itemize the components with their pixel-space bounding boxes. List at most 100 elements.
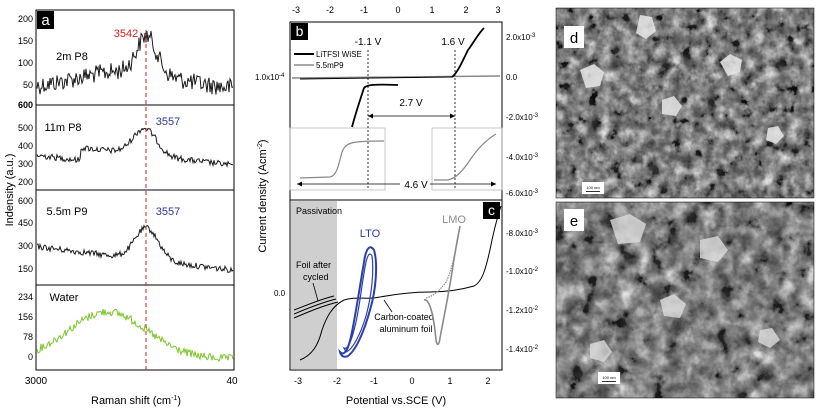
- label-carbon-line1: Carbon-coated: [374, 312, 434, 322]
- lto-cv-loop: [338, 246, 378, 358]
- x-tick: -3: [294, 376, 302, 386]
- scale-bar-label-e: 100 nm: [602, 375, 616, 380]
- y-tick: 156: [18, 312, 33, 322]
- sem-particle: [758, 328, 780, 348]
- panel-a-letter: a: [41, 12, 50, 29]
- y-tick: 150: [18, 36, 33, 46]
- label-lto: LTO: [360, 228, 381, 240]
- right-tick-exp: -2: [533, 345, 539, 351]
- y-tick: 450: [18, 218, 33, 228]
- subplot-label-2m-p8: 2m P8: [56, 51, 88, 63]
- foil-cycled-curve: [293, 298, 337, 315]
- top-tick: -1: [360, 5, 368, 15]
- passivation-region: [291, 201, 337, 369]
- right-tick-text: -1.2x10: [506, 306, 533, 315]
- right-tick: -1.0x10-2: [506, 267, 539, 276]
- y-tick: 600: [18, 196, 33, 206]
- spectrum-water: [36, 308, 234, 363]
- right-tick-text: -8.0x10: [506, 229, 533, 238]
- top-tick: 0: [395, 5, 400, 15]
- peak-label-2m-p8: 3542: [114, 28, 138, 40]
- spectrum-2m-p8: [36, 31, 234, 95]
- top-tick: 2: [463, 5, 468, 15]
- panel-e-letter: e: [570, 213, 578, 230]
- sem-particle: [636, 15, 656, 39]
- right-tick: -1.2x10-2: [506, 306, 539, 315]
- right-tick-exp: -3: [533, 229, 539, 235]
- panel-c-x-ticks: -3 -2 -1 0 1 2: [294, 376, 491, 386]
- label-passivation: Passivation: [296, 206, 342, 216]
- subplot-label-11m-p8: 11m P8: [44, 122, 81, 134]
- y-tick: 78: [23, 332, 33, 342]
- x-tick: 40: [226, 376, 238, 387]
- y-label-sup: -2: [257, 143, 264, 149]
- sem-e-frame: [555, 201, 815, 399]
- carbon-pointer: [383, 299, 393, 313]
- legend-label-5.5mp9: 5.5mP9: [316, 61, 344, 70]
- right-tick-exp: -3: [530, 33, 536, 39]
- x-tick: 2: [485, 376, 490, 386]
- sem-e-particles: [590, 214, 780, 362]
- right-tick-text: -4.0x10: [506, 153, 533, 162]
- lto-cv-loop: [342, 253, 374, 353]
- right-tick-exp: -3: [533, 153, 539, 159]
- panel-b-top-ticks: -3 -2 -1 0 1 2 3: [292, 5, 501, 15]
- y-tick: 50: [23, 80, 33, 90]
- panel-b-letter-box: [291, 23, 308, 40]
- scale-bar-box-d: [582, 182, 604, 194]
- foil-pointer: [312, 282, 319, 302]
- scale-bar-label-d: 100 nm: [586, 185, 600, 190]
- y-ticks-water: 234 156 78 0: [18, 292, 33, 362]
- panel-a-y-axis-label: Indensity (a.u.): [4, 154, 16, 227]
- carbon-foil-curve: [299, 205, 502, 361]
- right-tick-exp: -2: [533, 306, 539, 312]
- panel-bc-voltammetry: b c -3 -2 -1 0 1 2 3 2.0x10-3 0.0 -2.0x1…: [255, 5, 539, 407]
- legend-label-wise: LiTFSI WiSE: [316, 50, 362, 59]
- top-tick: -3: [292, 5, 300, 15]
- panel-a-x-axis-label: Raman shift (cm-1): [91, 395, 181, 407]
- left-tick-text: 1.0x10: [255, 73, 280, 82]
- y-tick: 400: [18, 141, 33, 151]
- inset-box-right: [431, 127, 503, 191]
- baseline-wise: [299, 76, 453, 80]
- panel-c-x-axis-label: Potential vs.SCE (V): [346, 395, 446, 407]
- sem-particle: [720, 54, 742, 76]
- panel-c-letter-box: [483, 202, 500, 219]
- right-tick: -6.0x10-3: [506, 189, 539, 198]
- annotation-window-c: 4.6 V: [404, 180, 428, 191]
- sem-particle: [580, 64, 604, 88]
- right-tick-exp: -3: [533, 189, 539, 195]
- sem-particle: [700, 236, 728, 262]
- right-tick: 2.0x10-3: [506, 33, 536, 42]
- baseline-5.5mp9: [291, 75, 501, 79]
- right-tick: 0.0: [506, 73, 518, 82]
- panel-a-raman: a 2m P8 11m P8 5.5m P9 Water 3542 3557 3…: [4, 9, 238, 407]
- right-tick: -2.0x10-3: [506, 113, 539, 122]
- wise-anodic-rise: [451, 27, 485, 78]
- panel-b-left-tick: 1.0x10-4: [255, 73, 285, 82]
- y-ticks-2m-p8: 200 150 100 50 600: [18, 14, 33, 110]
- right-tick-text: -1.4x10: [506, 345, 533, 354]
- peak-label-11m-p8: 3557: [156, 116, 180, 128]
- y-tick: 200: [18, 177, 33, 187]
- x-tick: -2: [333, 376, 341, 386]
- panel-e-sem: e 100 nm: [555, 201, 815, 399]
- y-tick: 300: [18, 159, 33, 169]
- label-foil-line1: Foil after: [296, 260, 331, 270]
- inset-box-left: [289, 127, 386, 191]
- scale-bar-box-e: [598, 372, 620, 384]
- x-tick: 0: [409, 376, 414, 386]
- top-tick: 1: [429, 5, 434, 15]
- sem-image-d: [556, 8, 814, 198]
- y-tick: 500: [18, 123, 33, 133]
- right-tick: -4.0x10-3: [506, 153, 539, 162]
- x-label-sup: -1: [171, 395, 177, 402]
- sem-image-e: [556, 202, 814, 398]
- window-label-bg: [400, 176, 430, 188]
- left-tick-exp: -4: [279, 73, 285, 79]
- subplot-label-water: Water: [50, 292, 79, 304]
- y-tick: 0: [28, 352, 33, 362]
- right-tick-exp: -3: [533, 113, 539, 119]
- annotation-v-pos: 1.6 V: [441, 37, 465, 48]
